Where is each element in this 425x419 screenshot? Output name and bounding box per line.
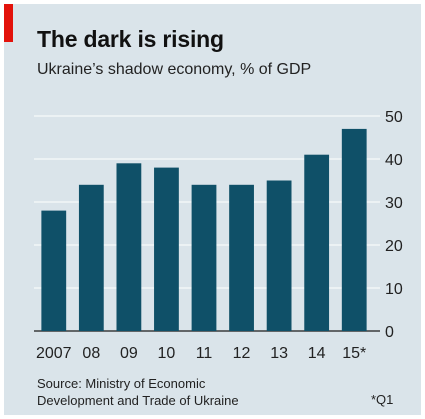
y-tick-label: 50: [385, 109, 403, 126]
bar: [116, 163, 142, 331]
bar: [41, 210, 67, 331]
y-tick-label: 40: [385, 152, 403, 169]
chart-subtitle: Ukraine’s shadow economy, % of GDP: [37, 61, 312, 78]
source-note: Source: Ministry of Economic Development…: [37, 375, 239, 409]
bar: [341, 128, 367, 331]
bar: [266, 180, 292, 331]
bar: [229, 184, 254, 331]
x-tick-label: 14: [308, 345, 326, 362]
x-tick-label: 2007: [36, 345, 72, 362]
x-tick-label: 11: [196, 345, 213, 362]
source-line-1: Source: Ministry of Economic: [37, 376, 206, 391]
x-tick-label: 09: [120, 345, 138, 362]
chart-title: The dark is rising: [37, 26, 224, 52]
bar: [304, 154, 330, 331]
bar: [154, 167, 179, 331]
x-tick-label: 10: [158, 345, 176, 362]
y-tick-label: 20: [385, 238, 403, 255]
y-tick-label: 0: [385, 324, 394, 341]
source-line-2: Development and Trade of Ukraine: [37, 393, 239, 408]
x-tick-label: 13: [270, 345, 288, 362]
x-tick-label: 12: [233, 345, 251, 362]
accent-tag: [4, 4, 13, 42]
bar: [78, 184, 104, 331]
bar: [191, 184, 217, 331]
x-tick-label: 15*: [342, 345, 366, 362]
y-tick-label: 30: [385, 195, 403, 212]
footnote: *Q1: [371, 392, 394, 407]
x-tick-label: 08: [82, 345, 100, 362]
y-tick-label: 10: [385, 281, 403, 298]
